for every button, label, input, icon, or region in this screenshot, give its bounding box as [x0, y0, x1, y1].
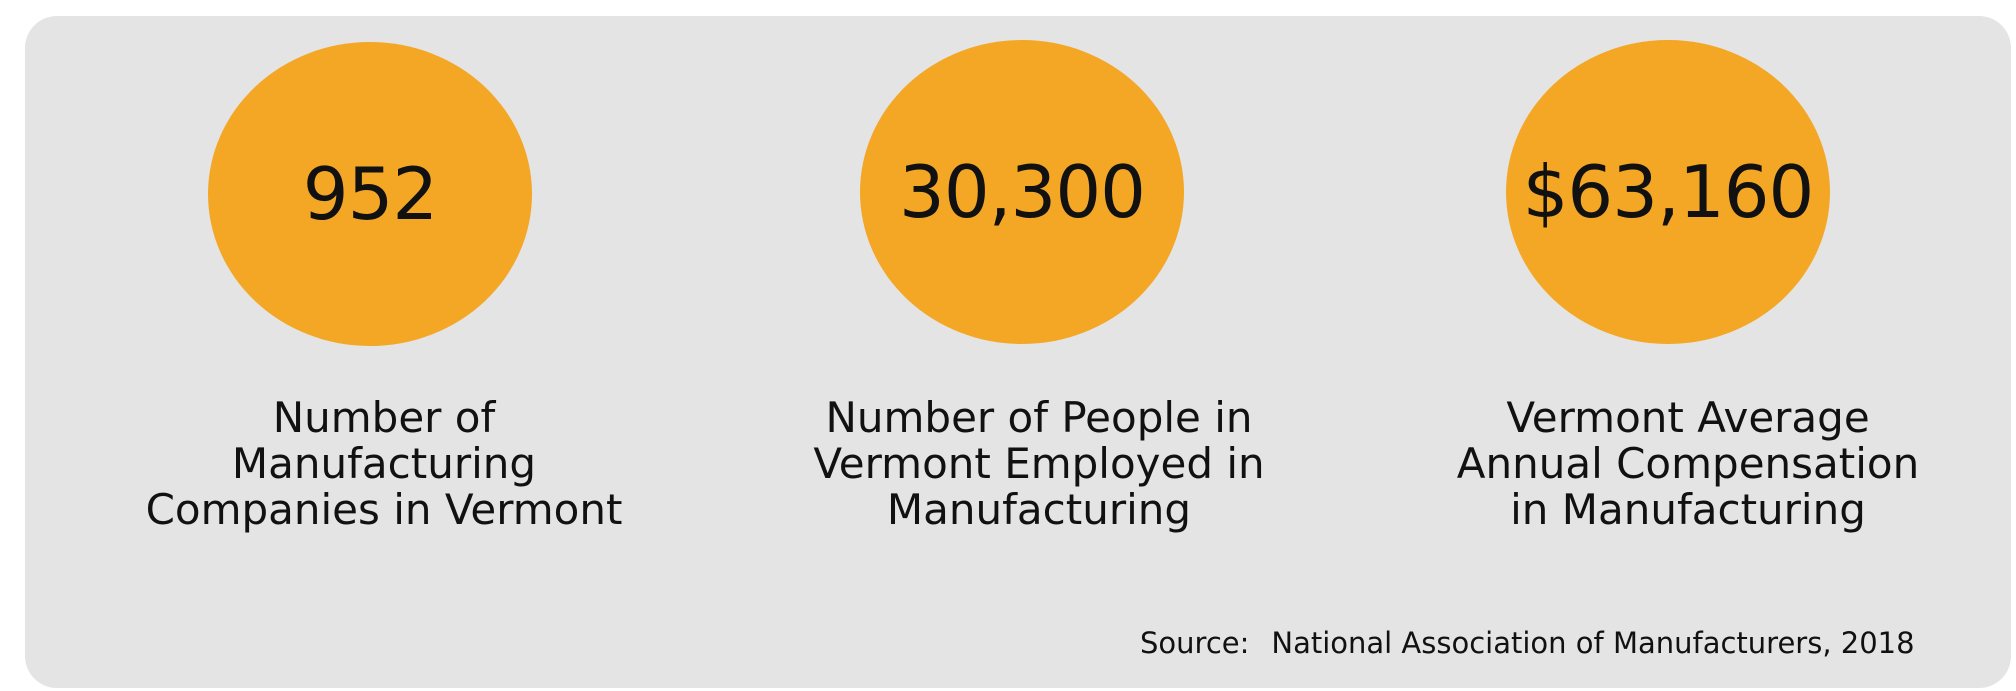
stat-circle-compensation: $63,160 — [1506, 40, 1830, 344]
stat-circle-employees: 30,300 — [860, 40, 1184, 344]
source-prefix: Source: — [1140, 626, 1250, 660]
stat-value-compensation: $63,160 — [1522, 150, 1815, 234]
stat-circle-companies: 952 — [208, 42, 532, 346]
stat-label-compensation: Vermont Average Annual Compensation in M… — [1456, 393, 1920, 534]
stat-label-companies: Number of Manufacturing Companies in Ver… — [145, 393, 623, 534]
stat-value-employees: 30,300 — [899, 150, 1146, 234]
source-text: National Association of Manufacturers, 2… — [1271, 626, 1915, 660]
source-citation: Source: National Association of Manufactu… — [1140, 626, 1915, 660]
stat-label-employees: Number of People in Vermont Employed in … — [813, 393, 1265, 534]
stat-value-companies: 952 — [302, 152, 438, 236]
